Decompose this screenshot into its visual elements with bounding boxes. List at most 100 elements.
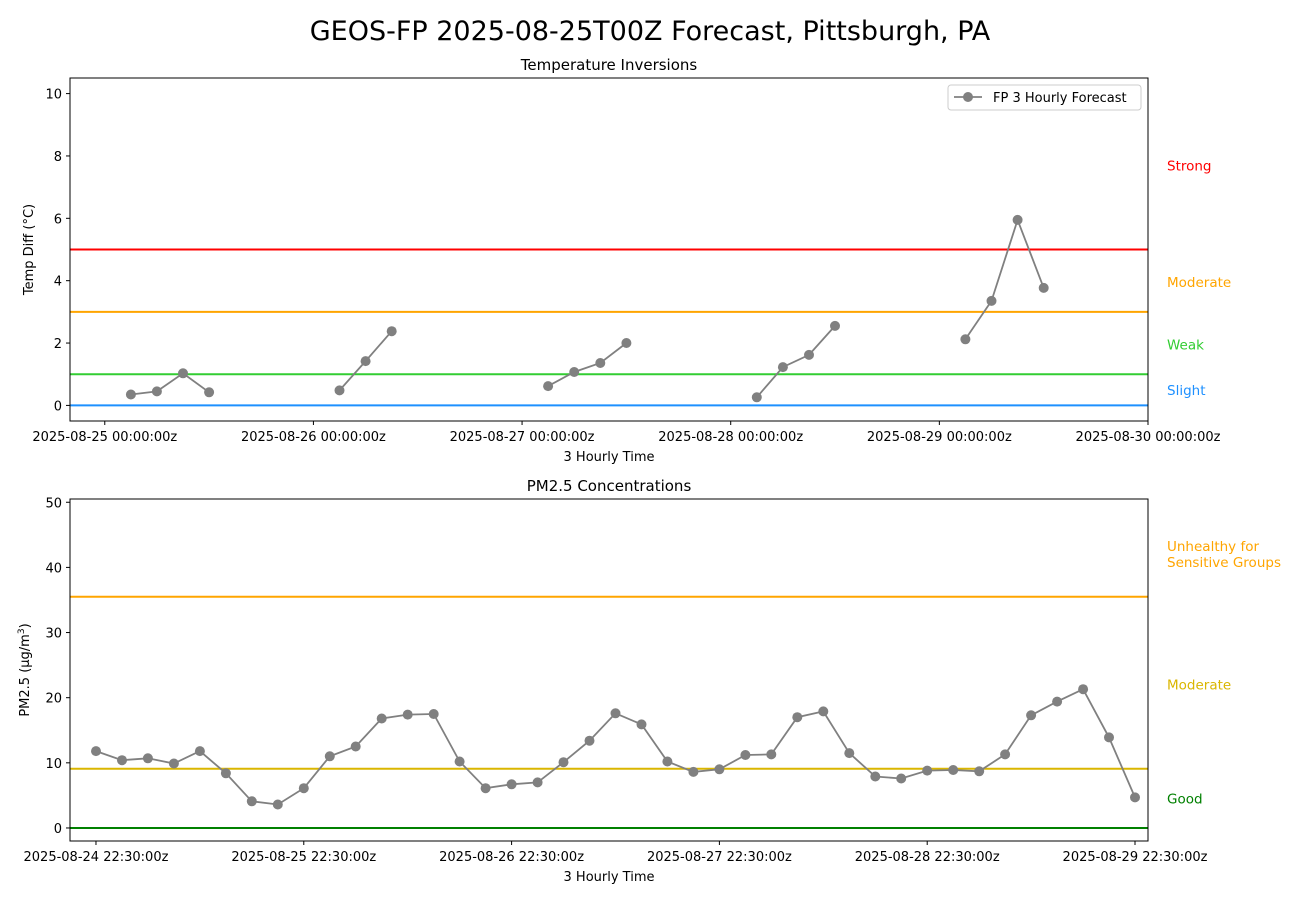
y-tick-label: 10 (45, 88, 62, 103)
category-label-line: Good (1167, 792, 1203, 808)
x-tick-label: 2025-08-28 00:00:00z (658, 430, 803, 445)
category-label-line: Weak (1167, 338, 1204, 354)
data-point (386, 326, 397, 337)
data-point (986, 295, 997, 306)
series-line (964, 217, 1045, 340)
data-point (830, 320, 840, 331)
pm25-concentrations-panel: PM2.5 Concentrations 0 10 20 30 40 50 2025-08-2… (17, 477, 1281, 885)
x-tick-label: 2025-08-24 22:30:00z (24, 850, 169, 865)
data-point (974, 766, 985, 777)
y-axis-label: PM2.5 (µg/m3) (17, 623, 33, 716)
data-point (532, 777, 543, 788)
x-tick-label: 2025-08-29 00:00:00z (867, 430, 1012, 445)
data-point (454, 756, 465, 767)
data-point (804, 349, 814, 360)
data-point (1130, 792, 1140, 803)
category-label-line: Strong (1167, 158, 1212, 174)
data-point (334, 385, 345, 396)
data-point (610, 708, 621, 719)
data-point (595, 358, 606, 368)
data-point (896, 773, 907, 784)
data-point (558, 757, 569, 768)
y-tick-label: 40 (45, 561, 62, 576)
category-label: Slight (1167, 383, 1206, 399)
x-tick-label: 2025-08-25 00:00:00z (32, 430, 177, 445)
data-point (818, 706, 829, 717)
figure-title: GEOS-FP 2025-08-25T00Z Forecast, Pittsbu… (310, 16, 991, 47)
temperature-inversions-panel: Temperature Inversions 0 2 4 6 8 10 2025-08-25 … (22, 56, 1231, 465)
axes-frame (69, 498, 1149, 842)
category-label: Weak (1167, 338, 1204, 354)
data-point (204, 387, 215, 398)
x-tick-label: 2025-08-28 22:30:00z (855, 850, 1000, 865)
y-tick-label: 50 (45, 496, 62, 511)
y-axis-label-superscript: 3 (17, 628, 27, 634)
x-axis-label: 3 Hourly Time (564, 870, 655, 885)
data-point (428, 709, 439, 719)
y-tick-label: 10 (45, 757, 62, 772)
data-point (376, 713, 387, 724)
panel-title: Temperature Inversions (520, 56, 698, 74)
category-label: Good (1167, 792, 1203, 808)
y-tick-label: 30 (45, 627, 62, 642)
x-tick-label: 2025-08-25 22:30:00z (231, 850, 376, 865)
legend-label: FP 3 Hourly Forecast (993, 91, 1127, 106)
category-label-line: Sensitive Groups (1167, 555, 1281, 571)
legend-marker (963, 92, 973, 102)
x-tick-label: 2025-08-29 22:30:00z (1063, 850, 1208, 865)
data-point (569, 367, 580, 377)
data-point (688, 766, 699, 777)
series-line (756, 325, 836, 398)
data-point (360, 356, 371, 367)
category-label-line: Moderate (1167, 275, 1231, 291)
data-point (350, 741, 361, 752)
y-axis-label-end: ) (18, 623, 33, 628)
data-point (178, 368, 188, 379)
data-point (766, 749, 777, 760)
panel-title: PM2.5 Concentrations (527, 477, 692, 495)
data-point (792, 712, 803, 723)
data-point (194, 746, 205, 757)
y-axis-label: Temp Diff (°C) (22, 204, 37, 296)
data-point (777, 362, 788, 373)
data-point (298, 783, 309, 794)
data-point (922, 765, 933, 776)
data-point (125, 389, 136, 400)
category-label: Moderate (1167, 275, 1231, 291)
y-tick-label: 20 (45, 692, 62, 707)
data-point (543, 381, 554, 392)
data-point (714, 764, 725, 775)
data-point (168, 758, 179, 769)
data-point (636, 719, 647, 730)
data-point (662, 756, 673, 767)
category-label-line: Moderate (1167, 678, 1231, 694)
x-tick-label: 2025-08-30 00:00:00z (1076, 430, 1221, 445)
y-tick-label: 8 (54, 150, 62, 165)
data-point (220, 768, 231, 779)
data-point (1000, 749, 1011, 760)
data-point (324, 751, 335, 762)
data-point (584, 735, 595, 746)
y-tick-label: 6 (54, 212, 62, 227)
x-tick-label: 2025-08-27 22:30:00z (647, 850, 792, 865)
data-point (117, 755, 127, 766)
data-point (960, 334, 971, 345)
data-point (246, 796, 257, 807)
data-point (142, 753, 153, 764)
data-point (480, 783, 491, 794)
y-tick-label: 0 (54, 822, 62, 837)
data-point (506, 779, 517, 790)
y-axis-label-text: Temp Diff (°C) (22, 204, 37, 296)
data-point (1038, 282, 1049, 293)
data-point (1104, 732, 1114, 743)
category-label: Unhealthy for Sensitive Groups (1167, 539, 1281, 571)
category-label-line: Unhealthy for (1167, 539, 1259, 555)
x-tick-label: 2025-08-26 22:30:00z (439, 850, 584, 865)
series-line (130, 372, 210, 396)
legend: FP 3 Hourly Forecast (947, 84, 1142, 111)
data-point (621, 338, 632, 348)
category-label: Moderate (1167, 678, 1231, 694)
data-point (870, 771, 881, 782)
data-point (1078, 684, 1089, 695)
